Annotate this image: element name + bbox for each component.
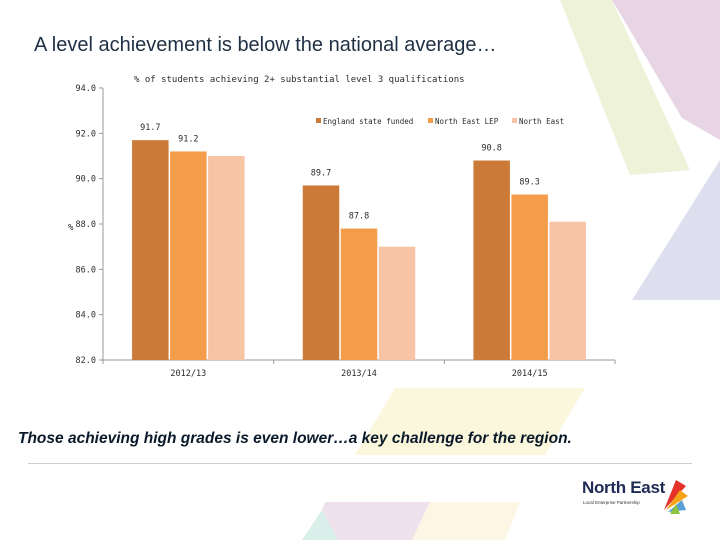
deco-mint-bottom bbox=[302, 510, 338, 540]
legend-label: England state funded bbox=[323, 117, 413, 126]
data-label: 91.2 bbox=[178, 134, 198, 144]
footer-divider bbox=[28, 463, 692, 464]
y-tick-label: 88.0 bbox=[76, 220, 96, 230]
bar-0-1 bbox=[302, 185, 340, 360]
legend-swatch bbox=[428, 118, 433, 123]
y-tick-label: 92.0 bbox=[76, 129, 96, 139]
x-category-label: 2012/13 bbox=[170, 369, 206, 379]
slide-caption: Those achieving high grades is even lowe… bbox=[18, 430, 572, 447]
data-label: 87.8 bbox=[349, 212, 369, 222]
legend-swatch bbox=[316, 118, 321, 123]
x-category-label: 2013/14 bbox=[341, 369, 377, 379]
bar-0-0 bbox=[132, 140, 169, 360]
chart-title: % of students achieving 2+ substantial l… bbox=[134, 75, 465, 85]
deco-yellow-bottom bbox=[412, 502, 520, 540]
y-axis-ticks: 82.0 84.0 86.0 88.0 90.0 92.0 94.0 bbox=[76, 84, 96, 366]
data-label: 91.7 bbox=[140, 123, 160, 133]
chart-bars bbox=[132, 140, 586, 360]
bar-2-2 bbox=[549, 221, 586, 360]
logo-name: North East bbox=[582, 478, 665, 497]
deco-lavender-triangle bbox=[632, 160, 720, 300]
chart-data-labels: 91.7 91.2 89.7 87.8 90.8 89.3 bbox=[140, 123, 540, 221]
bar-2-0 bbox=[208, 156, 245, 360]
slide-title: A level achievement is below the nationa… bbox=[34, 34, 497, 56]
bar-2-1 bbox=[378, 246, 416, 360]
logo-tagline: Local Enterprise Partnership bbox=[583, 500, 640, 505]
data-label: 89.7 bbox=[311, 168, 331, 178]
data-label: 90.8 bbox=[481, 144, 501, 154]
x-category-label: 2014/15 bbox=[512, 369, 548, 379]
y-tick-label: 94.0 bbox=[76, 84, 96, 94]
y-tick-label: 86.0 bbox=[76, 265, 96, 275]
y-axis-label: % bbox=[68, 223, 74, 233]
bar-1-2 bbox=[511, 194, 548, 360]
legend-label: North East LEP bbox=[435, 117, 499, 126]
bar-1-0 bbox=[170, 151, 207, 360]
y-tick-label: 90.0 bbox=[76, 175, 96, 185]
chart-legend: England state funded North East LEP North … bbox=[316, 117, 564, 126]
north-east-lep-logo: North East Local Enterprise Partnership bbox=[582, 474, 692, 520]
x-axis-labels: 2012/13 2013/14 2014/15 bbox=[170, 369, 547, 379]
deco-green-triangle bbox=[560, 0, 690, 175]
y-tick-label: 82.0 bbox=[76, 356, 96, 366]
legend-label: North East bbox=[519, 117, 564, 126]
logo-mark-icon bbox=[664, 480, 688, 514]
deco-pink-triangle bbox=[612, 0, 720, 140]
y-tick-label: 84.0 bbox=[76, 311, 96, 321]
deco-yellow-band bbox=[355, 388, 585, 455]
bar-0-2 bbox=[473, 160, 510, 360]
bar-1-1 bbox=[340, 228, 378, 360]
legend-swatch bbox=[512, 118, 517, 123]
data-label: 89.3 bbox=[519, 178, 539, 188]
deco-pink-bottom bbox=[310, 502, 430, 540]
